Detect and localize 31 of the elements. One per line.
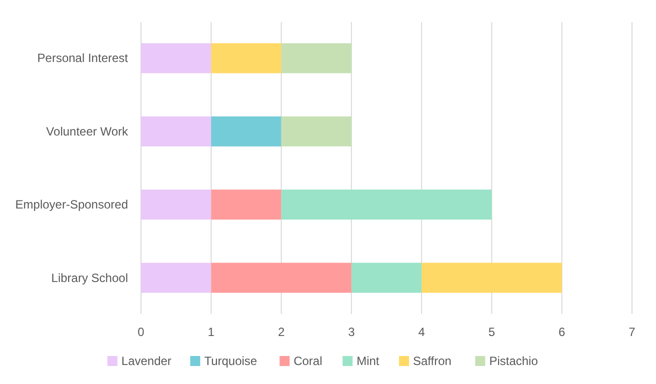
bar bbox=[141, 262, 212, 293]
x-tick-label: 0 bbox=[138, 325, 145, 339]
bar bbox=[211, 116, 282, 146]
bar bbox=[141, 190, 212, 220]
y-tick-label: Library School bbox=[51, 270, 128, 285]
x-tick-label: 3 bbox=[348, 325, 356, 339]
legend-label: Turquoise bbox=[204, 354, 258, 368]
bar bbox=[351, 262, 422, 293]
x-tick-label: 1 bbox=[208, 325, 215, 339]
y-tick-label: Personal Interest bbox=[37, 51, 129, 66]
bar bbox=[211, 262, 352, 293]
x-tick-label: 7 bbox=[628, 325, 636, 339]
legend-label: Mint bbox=[356, 354, 380, 368]
bar bbox=[211, 43, 282, 74]
bar bbox=[141, 116, 212, 146]
x-tick-label: 2 bbox=[278, 325, 285, 339]
bar bbox=[141, 43, 212, 74]
x-tick-label: 6 bbox=[558, 325, 566, 339]
legend-label: Lavender bbox=[121, 354, 172, 368]
y-tick-label: Volunteer Work bbox=[46, 124, 129, 138]
legend-label: Saffron bbox=[413, 354, 452, 368]
bar bbox=[281, 43, 352, 74]
x-tick-label: 4 bbox=[418, 325, 426, 339]
y-tick-label: Employer-Sponsored bbox=[15, 198, 128, 212]
bar bbox=[422, 262, 562, 293]
legend-label: Pistachio bbox=[489, 354, 538, 368]
bar bbox=[281, 190, 492, 220]
bar bbox=[281, 116, 352, 146]
bar bbox=[211, 190, 282, 220]
x-tick-label: 5 bbox=[488, 325, 496, 339]
legend-label: Coral bbox=[294, 354, 322, 368]
